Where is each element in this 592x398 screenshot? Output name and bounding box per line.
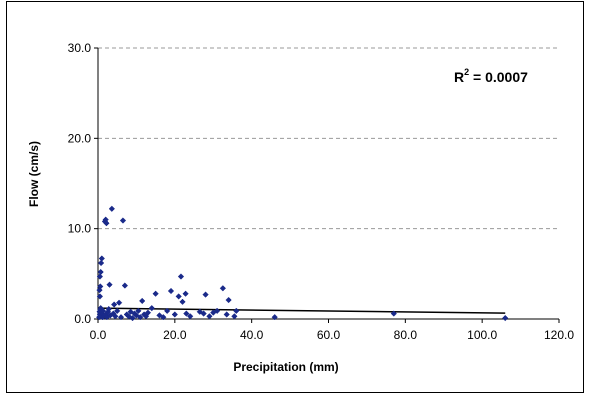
x-tick-label: 100.0 [467, 328, 497, 342]
x-tick-labels: 0.0 20.0 40.0 60.0 80.0 100.0 120.0 [90, 328, 575, 342]
data-point [390, 310, 397, 317]
data-points [95, 205, 509, 322]
data-point [133, 312, 140, 319]
data-point [139, 297, 146, 305]
data-point [106, 281, 113, 288]
data-point [167, 287, 175, 295]
data-point [105, 305, 112, 313]
data-point [97, 268, 104, 276]
data-point [225, 296, 232, 304]
data-point [202, 291, 209, 298]
data-point [160, 314, 167, 321]
data-point [103, 220, 110, 227]
r-squared-prefix: R [454, 69, 464, 85]
data-point [187, 313, 194, 320]
y-tick-label: 10.0 [68, 222, 92, 236]
y-tick-label: 0.0 [74, 312, 91, 326]
axes [94, 47, 560, 323]
data-point [99, 307, 107, 315]
data-point [233, 307, 240, 315]
data-point [129, 314, 136, 322]
y-axis-title: Flow (cm/s) [27, 141, 41, 207]
data-point [114, 307, 121, 315]
y-tick-label: 30.0 [68, 41, 92, 55]
data-point [137, 314, 144, 321]
data-point [175, 293, 182, 300]
scatter-chart: 0.0 20.0 40.0 60.0 80.0 100.0 120.0 0.010.020.… [27, 41, 575, 374]
trendline-group [97, 307, 506, 314]
data-point [97, 259, 105, 267]
chart-frame: 0.0 20.0 40.0 60.0 80.0 100.0 120.0 0.0 10.0 20.… [6, 1, 584, 393]
data-point [152, 290, 159, 297]
data-point [182, 290, 189, 297]
data-point [98, 255, 105, 262]
y-tick-label: 20.0 [68, 131, 92, 145]
data-point [144, 309, 152, 316]
data-point [219, 285, 227, 292]
x-tick-label: 40.0 [240, 328, 264, 342]
data-point [200, 310, 207, 317]
y-tick-labels: 0.0 10.0 20.0 30.0 [68, 41, 92, 326]
data-point [163, 307, 171, 315]
data-point [97, 283, 104, 290]
x-tick-label: 20.0 [163, 328, 187, 342]
r-squared-superscript: 2 [464, 67, 469, 77]
data-point [96, 293, 104, 300]
trendline [97, 307, 506, 314]
data-point [206, 313, 213, 320]
data-point [171, 311, 178, 318]
data-point [112, 313, 119, 320]
data-point [121, 282, 129, 289]
data-point [117, 314, 125, 321]
data-point [156, 312, 163, 319]
data-point [183, 310, 190, 317]
data-point [271, 314, 278, 321]
data-point [135, 307, 142, 315]
x-tick-label: 120.0 [544, 328, 574, 342]
data-point [223, 311, 230, 318]
data-point [115, 299, 123, 306]
data-point [213, 307, 221, 315]
data-point [119, 217, 127, 224]
r-squared-value: = 0.0007 [469, 69, 528, 85]
data-point [96, 273, 104, 280]
r-squared-annotation: R2 = 0.0007 [454, 67, 528, 85]
x-tick-label: 80.0 [394, 328, 418, 342]
data-point [110, 301, 118, 308]
x-tick-label: 60.0 [317, 328, 341, 342]
data-point [177, 273, 185, 280]
data-point [148, 305, 155, 312]
data-point [502, 314, 509, 322]
data-point [179, 298, 186, 305]
data-point [108, 205, 115, 212]
x-tick-label: 0.0 [90, 328, 107, 342]
x-axis-title: Precipitation (mm) [233, 360, 338, 374]
data-point [231, 313, 238, 320]
